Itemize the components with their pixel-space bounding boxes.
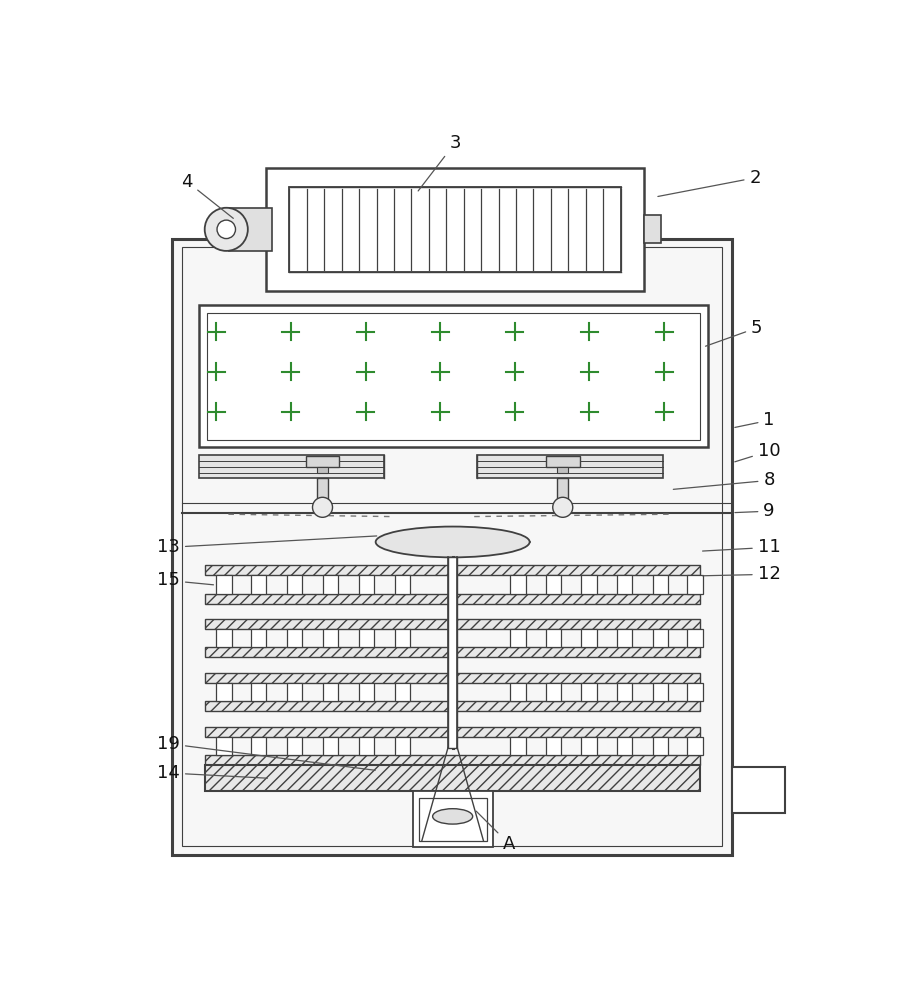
Bar: [181, 247, 722, 846]
Text: 19: 19: [157, 735, 375, 770]
Bar: [290, 187, 620, 272]
Bar: [251, 575, 266, 594]
Bar: [581, 737, 597, 755]
Text: 3: 3: [418, 134, 461, 191]
Bar: [359, 683, 374, 701]
Bar: [394, 683, 410, 701]
Bar: [688, 575, 703, 594]
Bar: [581, 629, 597, 647]
Text: 14: 14: [157, 764, 268, 782]
Bar: [359, 575, 374, 594]
Bar: [394, 629, 410, 647]
Bar: [653, 683, 669, 701]
Bar: [448, 557, 457, 748]
Text: 9: 9: [735, 502, 775, 520]
Bar: [251, 629, 266, 647]
Bar: [359, 629, 374, 647]
Bar: [317, 478, 328, 500]
Bar: [581, 575, 597, 594]
Bar: [510, 575, 526, 594]
Bar: [287, 737, 302, 755]
Bar: [617, 629, 632, 647]
Bar: [546, 575, 561, 594]
Bar: [251, 737, 266, 755]
Ellipse shape: [375, 527, 529, 557]
Bar: [205, 647, 700, 657]
Bar: [322, 737, 338, 755]
Bar: [359, 737, 374, 755]
Text: 4: 4: [181, 173, 233, 218]
Bar: [216, 737, 231, 755]
Bar: [413, 791, 493, 847]
Bar: [216, 575, 231, 594]
Bar: [558, 478, 568, 500]
Bar: [322, 629, 338, 647]
Bar: [205, 673, 700, 683]
Bar: [200, 305, 708, 447]
Bar: [653, 629, 669, 647]
Bar: [216, 683, 231, 701]
Bar: [394, 575, 410, 594]
Bar: [205, 727, 700, 737]
Bar: [546, 629, 561, 647]
Bar: [732, 767, 784, 813]
Bar: [510, 629, 526, 647]
Text: 10: 10: [735, 442, 781, 462]
Bar: [200, 455, 384, 478]
Ellipse shape: [433, 809, 473, 824]
Circle shape: [205, 208, 248, 251]
Bar: [688, 629, 703, 647]
Bar: [617, 737, 632, 755]
Bar: [322, 683, 338, 701]
Bar: [287, 575, 302, 594]
Bar: [216, 629, 231, 647]
Text: 11: 11: [702, 538, 781, 556]
Bar: [688, 683, 703, 701]
Bar: [476, 455, 663, 478]
Text: 15: 15: [157, 571, 213, 589]
Bar: [419, 798, 486, 841]
Bar: [546, 683, 561, 701]
Circle shape: [312, 497, 333, 517]
Bar: [305, 456, 340, 467]
Bar: [558, 467, 568, 473]
Bar: [251, 683, 266, 701]
Bar: [287, 629, 302, 647]
Bar: [643, 215, 660, 243]
Bar: [617, 683, 632, 701]
Bar: [581, 683, 597, 701]
Bar: [510, 683, 526, 701]
Bar: [510, 737, 526, 755]
Bar: [617, 575, 632, 594]
Text: 13: 13: [157, 536, 377, 556]
Bar: [322, 575, 338, 594]
Bar: [205, 701, 700, 711]
Text: 8: 8: [673, 471, 774, 489]
Text: A: A: [476, 811, 515, 853]
Bar: [394, 737, 410, 755]
Bar: [171, 239, 732, 855]
Bar: [207, 312, 700, 440]
Text: 5: 5: [705, 319, 763, 346]
Bar: [230, 208, 271, 251]
Bar: [287, 683, 302, 701]
Bar: [205, 755, 700, 765]
Bar: [205, 565, 700, 575]
Circle shape: [217, 220, 236, 239]
Text: 1: 1: [735, 411, 774, 429]
Bar: [546, 737, 561, 755]
Bar: [205, 594, 700, 604]
Bar: [653, 575, 669, 594]
Bar: [205, 619, 700, 629]
Bar: [546, 456, 579, 467]
Bar: [317, 467, 328, 473]
Circle shape: [553, 497, 573, 517]
Bar: [653, 737, 669, 755]
Text: 12: 12: [702, 565, 781, 583]
Bar: [205, 765, 700, 791]
Bar: [266, 168, 643, 291]
Bar: [688, 737, 703, 755]
Text: 2: 2: [658, 169, 761, 196]
